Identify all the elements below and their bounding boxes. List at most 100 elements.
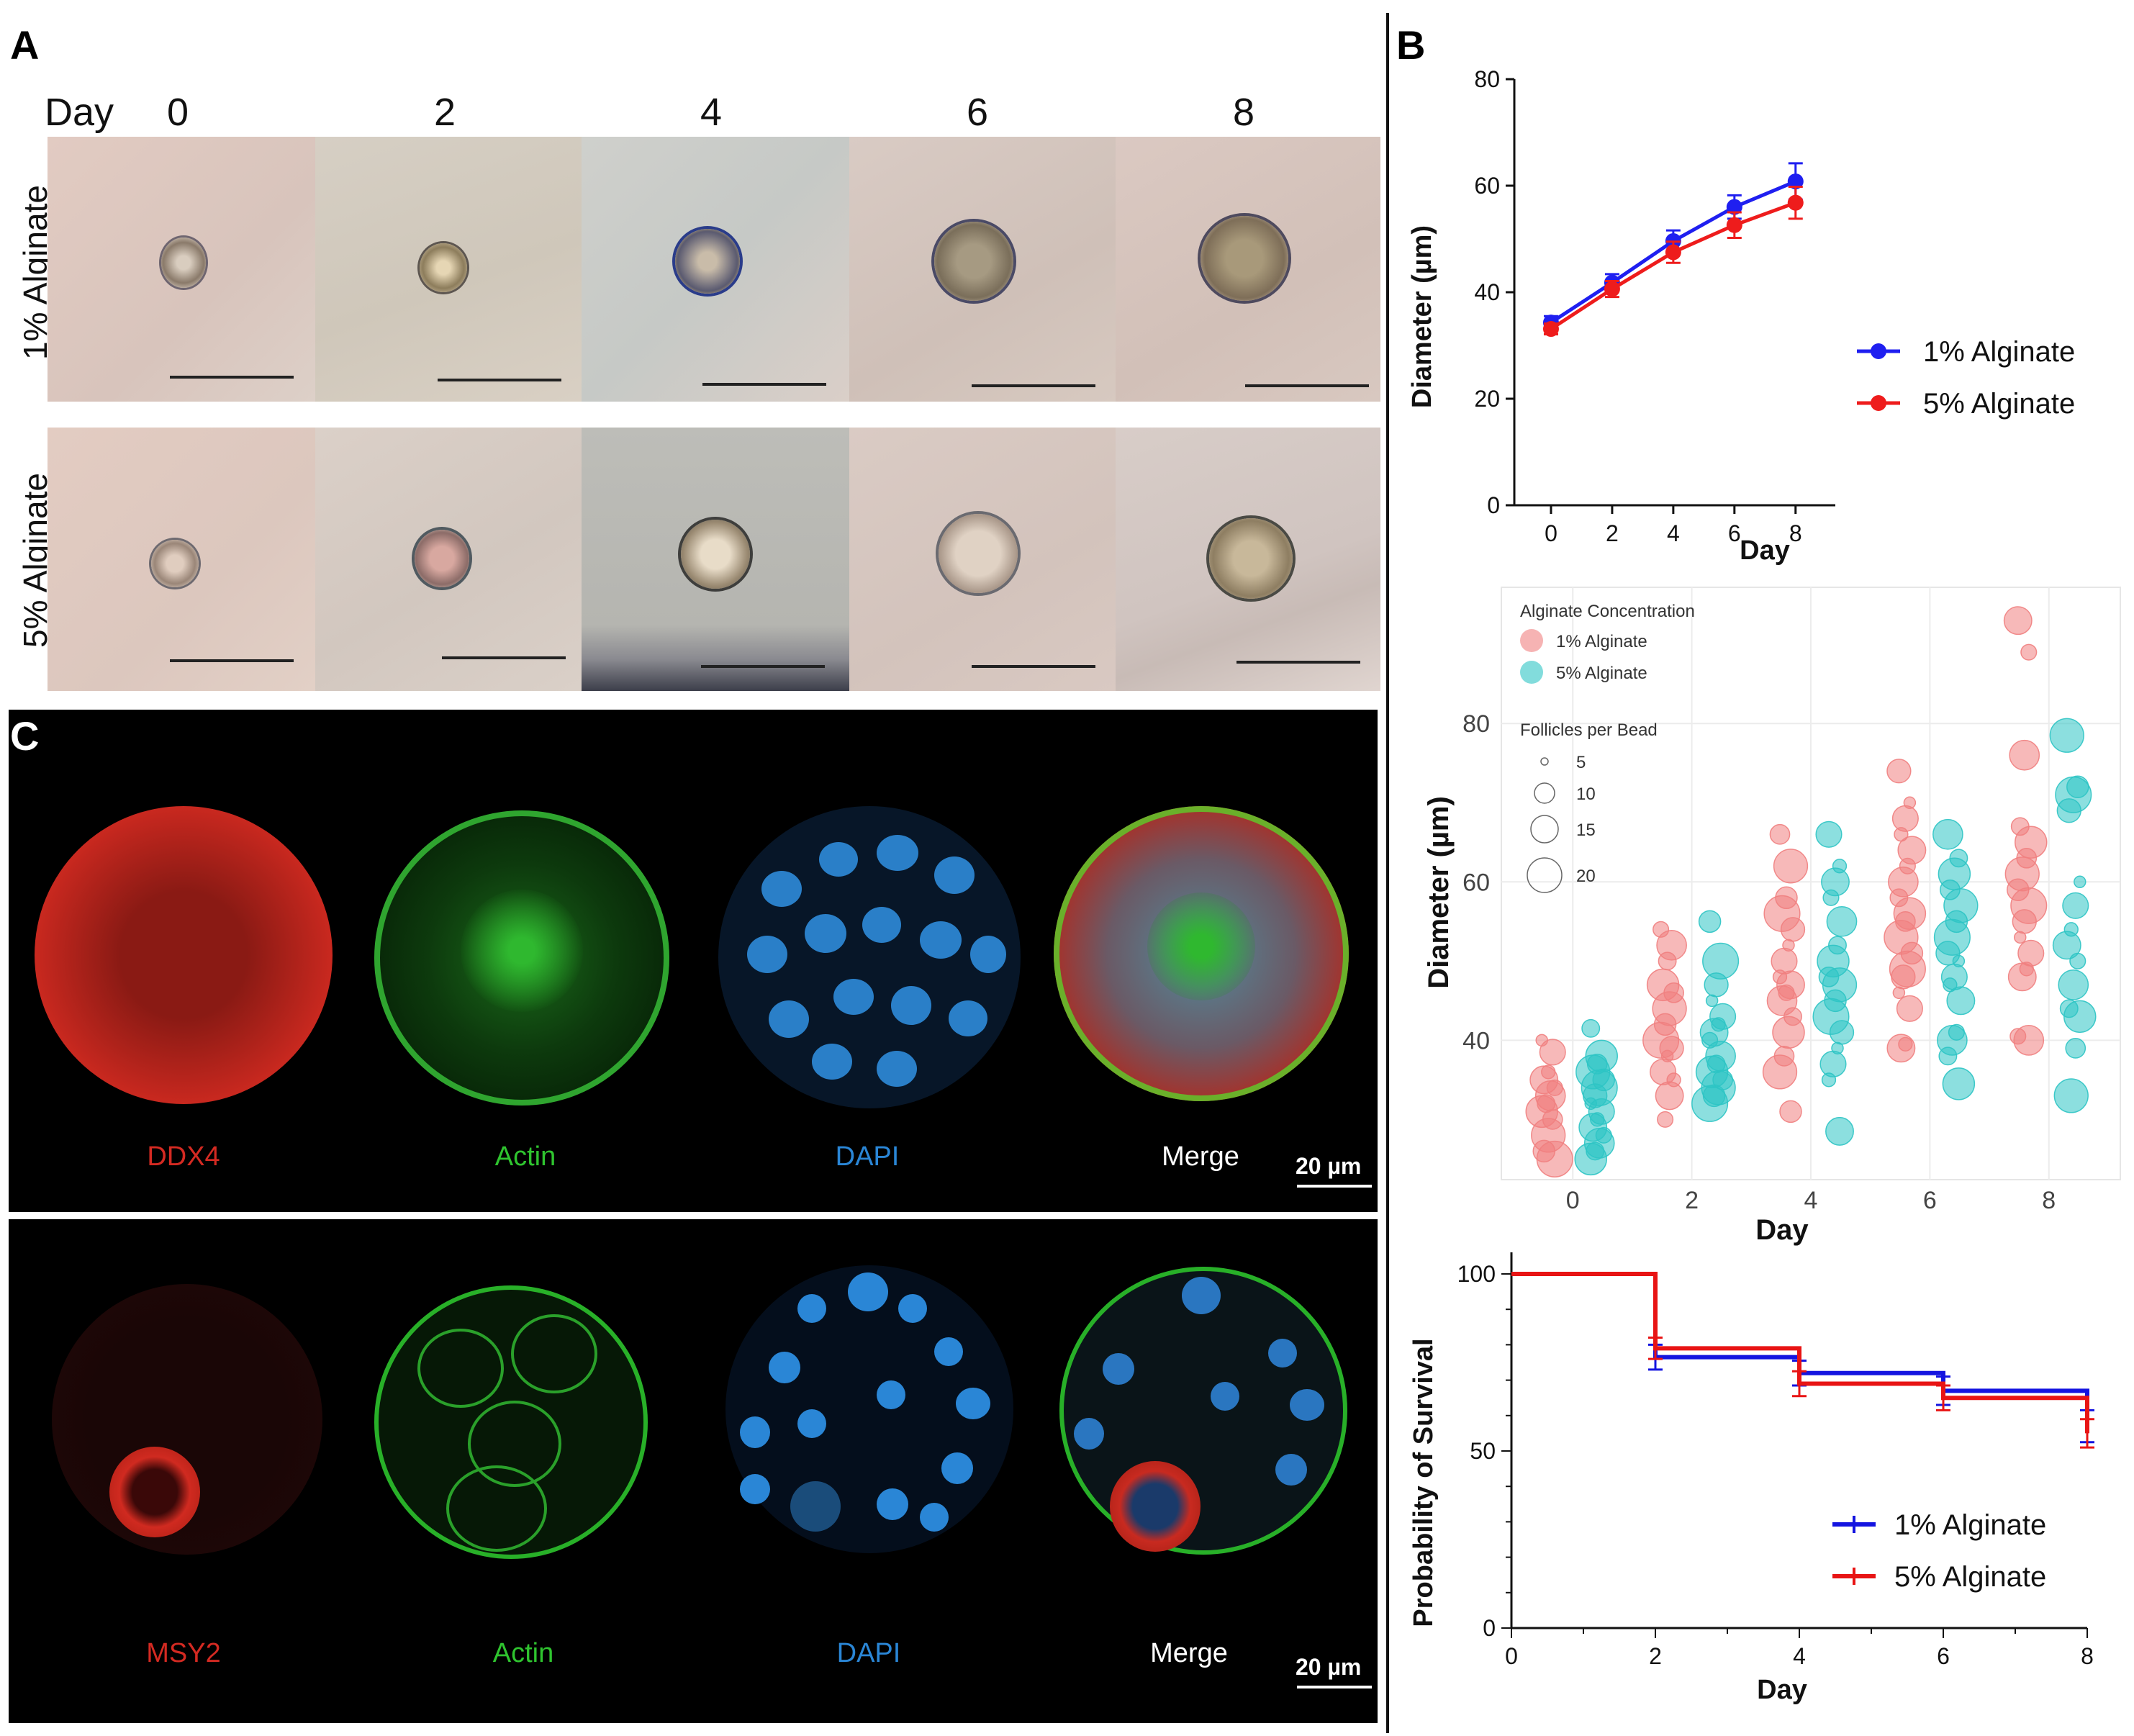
x-tick-label: 8 [1789, 520, 1802, 546]
data-point [1787, 194, 1804, 211]
scale-bar [1236, 661, 1360, 664]
y-tick-label: 0 [1483, 1615, 1496, 1641]
x-tick-label: 8 [2042, 1187, 2056, 1214]
micrograph-1pct-day4 [582, 137, 849, 402]
size-legend-title: Follicles per Bead [1520, 720, 1658, 740]
bubble [1938, 1046, 1958, 1066]
msy2-cell [52, 1284, 322, 1555]
actin-outline [446, 1465, 547, 1552]
nucleus [934, 856, 975, 894]
y-axis-label: Diameter (µm) [1407, 225, 1437, 408]
bubble [1581, 1018, 1601, 1038]
micrograph-5pct-day6 [849, 428, 1116, 691]
diameter-bubble-chart: 40 60 80 0 2 4 6 8 Alginate Concentration 1% Al… [1423, 587, 2121, 1246]
nucleus [819, 842, 858, 877]
merge-oocyte [1110, 1461, 1201, 1552]
nucleus [1290, 1389, 1324, 1421]
label-dapi-2: DAPI [836, 1638, 901, 1668]
bubble [1821, 1072, 1837, 1088]
size-key-5 [1540, 757, 1549, 766]
data-point [1604, 281, 1620, 297]
bubble [1942, 1067, 1976, 1100]
scale-bar [170, 659, 294, 662]
panel-divider [1386, 13, 1389, 1733]
micrograph-5pct-day0 [48, 428, 315, 691]
bubble [1891, 805, 1919, 832]
nucleus [797, 1409, 826, 1438]
bubble [1779, 1100, 1802, 1124]
bubble [2020, 643, 2038, 661]
survival-curve-1 [1511, 1272, 2089, 1434]
size-label-20: 20 [1576, 867, 1596, 886]
scale-bar [438, 379, 561, 381]
size-key-15 [1530, 815, 1559, 844]
bubble [2014, 931, 2027, 944]
y-tick-label: 20 [1474, 386, 1500, 412]
panel-letter-c: C [10, 713, 40, 759]
x-axis-label: Day [1740, 535, 1790, 566]
nucleus [797, 1294, 826, 1323]
nucleus [949, 1000, 987, 1036]
bubble [2013, 1025, 2045, 1056]
bubble [1655, 1081, 1684, 1111]
merge-cell [1054, 806, 1349, 1101]
size-key-20 [1527, 857, 1563, 893]
scale-bar [1245, 384, 1369, 387]
label-msy2: MSY2 [146, 1638, 221, 1668]
bubble [1705, 994, 1719, 1008]
follicle [934, 222, 1013, 301]
follicle [161, 238, 206, 288]
day-label-8: 8 [1233, 91, 1255, 134]
bubble [1932, 818, 1963, 850]
y-tick-label: 50 [1470, 1438, 1496, 1464]
nucleus [790, 1481, 841, 1532]
x-tick-label: 8 [2081, 1643, 2094, 1669]
nucleus [920, 1503, 949, 1532]
nucleus [848, 1272, 888, 1311]
bubble [2058, 969, 2089, 1000]
data-point [1726, 217, 1742, 233]
bubble [1772, 1016, 1805, 1049]
nucleus [1275, 1454, 1307, 1486]
bubble [1536, 1140, 1573, 1177]
x-axis-label: Day [1755, 1214, 1809, 1246]
nucleus [1268, 1339, 1297, 1367]
nucleus [1103, 1353, 1134, 1385]
y-axis-label: Diameter (µm) [1423, 796, 1455, 989]
nucleus [1182, 1277, 1221, 1314]
bubble [2003, 606, 2033, 636]
bubble [2007, 962, 2037, 992]
bubble [1704, 972, 1729, 998]
nucleus [805, 914, 846, 953]
legend: 1% Alginate 5% Alginate [1832, 1509, 2046, 1593]
x-tick-label: 6 [1937, 1643, 1950, 1669]
bubble [2009, 739, 2040, 771]
nucleus [941, 1452, 973, 1484]
nucleus [1211, 1382, 1239, 1411]
day-label-4: 4 [700, 91, 723, 134]
bubble [1896, 995, 1923, 1022]
x-tick-label: 2 [1649, 1643, 1662, 1669]
scale-text-1: 20 µm [1296, 1153, 1362, 1179]
legend-title: Alginate Concentration [1520, 602, 1695, 621]
size-label-15: 15 [1576, 820, 1596, 840]
legend-label-1pct: 1% Alginate [1923, 336, 2075, 368]
micrograph-1pct-day8 [1116, 137, 1380, 402]
nucleus [812, 1044, 852, 1080]
bubble [2056, 798, 2081, 823]
bubble [1886, 1034, 1916, 1063]
nucleus [761, 871, 802, 907]
nucleus [877, 1488, 908, 1520]
x-tick-label: 0 [1505, 1643, 1518, 1669]
bubble [1829, 1020, 1855, 1045]
x-tick-label: 0 [1566, 1187, 1580, 1214]
bubble [1946, 986, 1976, 1016]
bubble [1773, 849, 1809, 884]
bubble [1698, 910, 1722, 933]
bubble [1891, 964, 1916, 990]
follicle [1209, 518, 1293, 599]
bubble [1822, 889, 1840, 906]
bubble [2065, 1038, 2086, 1059]
bubble [1539, 1039, 1566, 1066]
scale-bar [701, 665, 825, 668]
